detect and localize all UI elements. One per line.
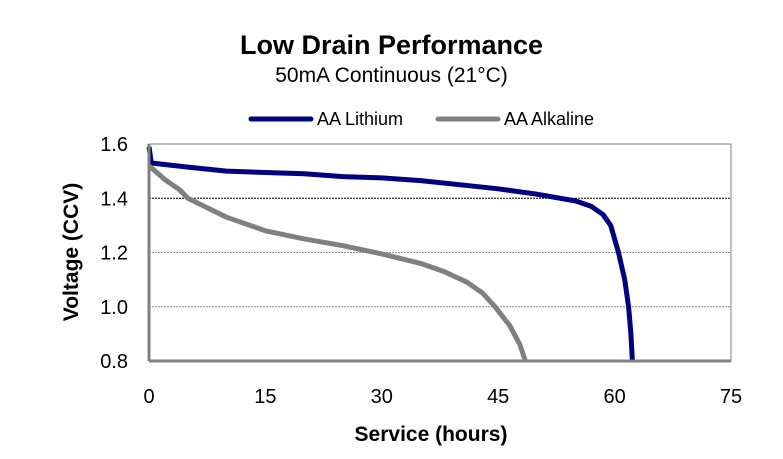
y-tick-label: 1.6: [100, 134, 128, 156]
y-tick-label: 1.2: [100, 243, 128, 265]
x-tick-label: 75: [720, 386, 742, 408]
tick-labels: 0 15 30 45 60 75 0.8 1.0 1.2 1.4 1.6: [100, 134, 742, 408]
y-tick-label: 0.8: [100, 351, 128, 373]
chart-title: Low Drain Performance: [239, 30, 544, 60]
y-axis-label: Voltage (CCV): [60, 183, 83, 321]
legend-label: AA Alkaline: [504, 109, 594, 129]
x-tick-label: 45: [487, 386, 509, 408]
x-tick-label: 0: [143, 386, 154, 408]
x-tick-label: 15: [254, 386, 276, 408]
gridlines: [149, 197, 731, 308]
legend: AA Lithium AA Alkaline: [248, 109, 594, 129]
series-line-alkaline: [147, 163, 528, 362]
y-tick-label: 1.0: [100, 297, 128, 319]
x-axis-label: Service (hours): [355, 423, 508, 446]
x-tick-label: 30: [371, 386, 393, 408]
x-tick-label: 60: [603, 386, 625, 408]
y-tick-label: 1.4: [100, 188, 128, 210]
chart-subtitle: 50mA Continuous (21°C): [275, 64, 508, 87]
legend-label: AA Lithium: [317, 109, 403, 129]
series-line-lithium: [146, 146, 635, 362]
series-group: [146, 146, 635, 362]
